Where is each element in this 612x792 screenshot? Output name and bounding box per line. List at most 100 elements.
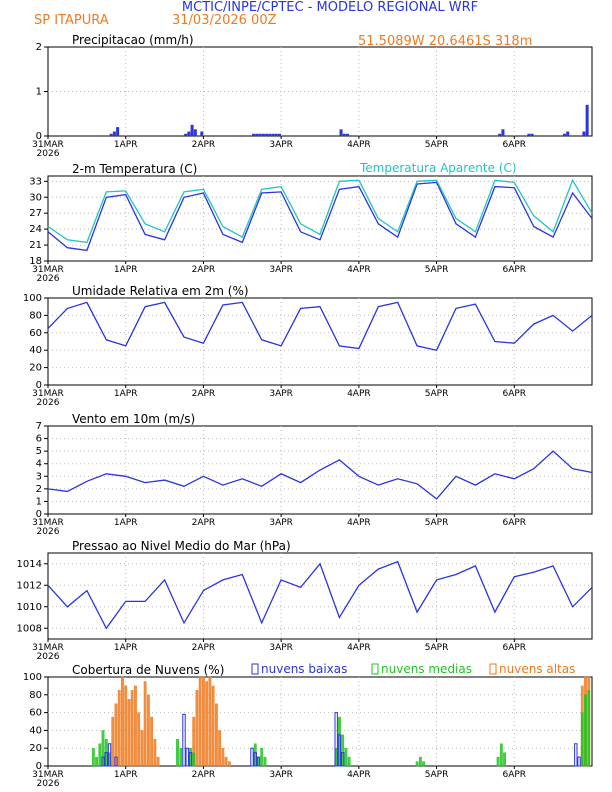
humidity-ytick-label: 40: [29, 345, 42, 356]
humidity-series-line: [47, 301, 593, 351]
humidity-xtick-label: 5APR: [425, 389, 449, 399]
cloud-bar: [418, 756, 422, 767]
cloud-legend-swatch: [371, 663, 379, 675]
cloud-bar: [137, 712, 141, 767]
wind-xtick-label: 2APR: [192, 518, 216, 528]
precip-bar: [339, 129, 343, 136]
cloud-bar: [574, 743, 578, 767]
cloud-bar: [192, 752, 196, 767]
cloud-bar: [503, 752, 506, 767]
precip-title: Precipitacao (mm/h): [72, 33, 194, 47]
wind-xtick-label: 31MAR: [32, 518, 64, 528]
cloud-bar: [224, 756, 228, 767]
precip-bar: [562, 133, 566, 136]
pressure-series-line: [47, 560, 593, 630]
precip-bar: [346, 133, 350, 136]
temperature-ytick-label: 18: [29, 256, 42, 267]
cloud-bar: [260, 748, 264, 767]
precip-bar: [265, 133, 269, 136]
wind-ytick-label: 4: [36, 459, 42, 470]
precip-bar: [527, 133, 531, 136]
temperature-xtick-label: 2APR: [192, 265, 216, 275]
cloud-bar: [95, 756, 98, 767]
wind-ytick-label: 7: [36, 421, 42, 432]
cloud-xtick-year: 2026: [37, 779, 60, 789]
cloud-ytick-label: 60: [29, 708, 42, 719]
humidity-title: Umidade Relativa em 2m (%): [72, 284, 249, 298]
humidity-ytick-label: 80: [29, 310, 42, 321]
cloud-bar: [176, 739, 179, 767]
cloud-xtick-label: 3APR: [269, 770, 293, 780]
cloud-legend-label: nuvens medias: [381, 662, 472, 676]
wind-xtick-label: 1APR: [114, 518, 138, 528]
precip-bar: [585, 104, 589, 136]
precip-xtick-label: 3APR: [269, 140, 293, 150]
cloud-bar: [104, 752, 108, 767]
cloud-bar: [198, 676, 202, 767]
humidity-ytick-label: 20: [29, 363, 42, 374]
header-title: MCTIC/INPE/CPTEC - MODELO REGIONAL WRF: [182, 0, 478, 15]
cloud-xtick-label: 6APR: [502, 770, 526, 780]
precip-bar: [498, 133, 502, 136]
wind-ytick-label: 6: [36, 434, 42, 445]
humidity-xtick-label: 31MAR: [32, 389, 64, 399]
humidity-xtick-label: 2APR: [192, 389, 216, 399]
precip-bar: [501, 129, 505, 136]
precip-bar: [190, 124, 194, 136]
header-run: 31/03/2026 00Z: [172, 13, 277, 28]
wind-xtick-label: 3APR: [269, 518, 293, 528]
cloud-bar: [179, 748, 183, 767]
wind-xtick-label: 4APR: [347, 518, 371, 528]
humidity-frame: [47, 297, 593, 386]
precip-bar: [184, 133, 188, 136]
temperature-title: 2-m Temperatura (C): [72, 162, 197, 176]
cloud-legend-label: nuvens baixas: [261, 662, 347, 676]
cloud-bar: [117, 690, 121, 767]
temperature-series-line: [47, 181, 593, 252]
temperature-legend: Temperatura Aparente (C): [359, 161, 517, 175]
cloud-legend-label: nuvens altas: [499, 662, 575, 676]
cloud-title: Cobertura de Nuvens (%): [72, 663, 224, 677]
cloud-bar: [221, 748, 225, 767]
pressure-xtick-label: 4APR: [347, 643, 371, 653]
cloud-bar: [344, 748, 348, 767]
cloud-legend-swatch: [489, 663, 497, 675]
temperature-ytick-label: 33: [29, 176, 42, 187]
cloud-bar: [415, 761, 419, 767]
cloud-ytick-label: 100: [23, 672, 42, 683]
precip-bar: [193, 129, 197, 136]
cloud-xtick-label: 2APR: [192, 770, 216, 780]
humidity-xtick-label: 3APR: [269, 389, 293, 399]
temperature-xtick-label: 4APR: [347, 265, 371, 275]
wind-series-line: [47, 450, 593, 500]
cloud-bar: [101, 756, 105, 767]
precip-bar: [116, 127, 120, 136]
precip-xtick-label: 6APR: [502, 140, 526, 150]
cloud-bar: [124, 685, 128, 767]
pressure-ytick-label: 1014: [17, 559, 42, 570]
cloud-ytick-label: 20: [29, 743, 42, 754]
precip-xtick-label: 1APR: [114, 140, 138, 150]
pressure-xtick-year: 2026: [37, 652, 60, 662]
temperature-xtick-label: 6APR: [502, 265, 526, 275]
precip-bar: [200, 131, 204, 136]
pressure-xtick-label: 31MAR: [32, 643, 64, 653]
cloud-bar: [499, 743, 503, 767]
cloud-bar: [340, 752, 345, 767]
cloud-bar: [214, 703, 218, 767]
precip-bar: [258, 133, 262, 136]
pressure-xtick-label: 3APR: [269, 643, 293, 653]
humidity-xtick-year: 2026: [37, 398, 60, 408]
pressure-xtick-label: 6APR: [502, 643, 526, 653]
cloud-bar: [140, 730, 144, 767]
cloud-ytick-label: 0: [36, 761, 42, 772]
humidity-xtick-label: 4APR: [347, 389, 371, 399]
cloud-bar: [114, 756, 118, 767]
cloud-bar: [146, 694, 150, 767]
cloud-legend-swatch: [251, 663, 259, 675]
precip-bar: [112, 131, 116, 136]
temperature-frame: [47, 175, 593, 262]
